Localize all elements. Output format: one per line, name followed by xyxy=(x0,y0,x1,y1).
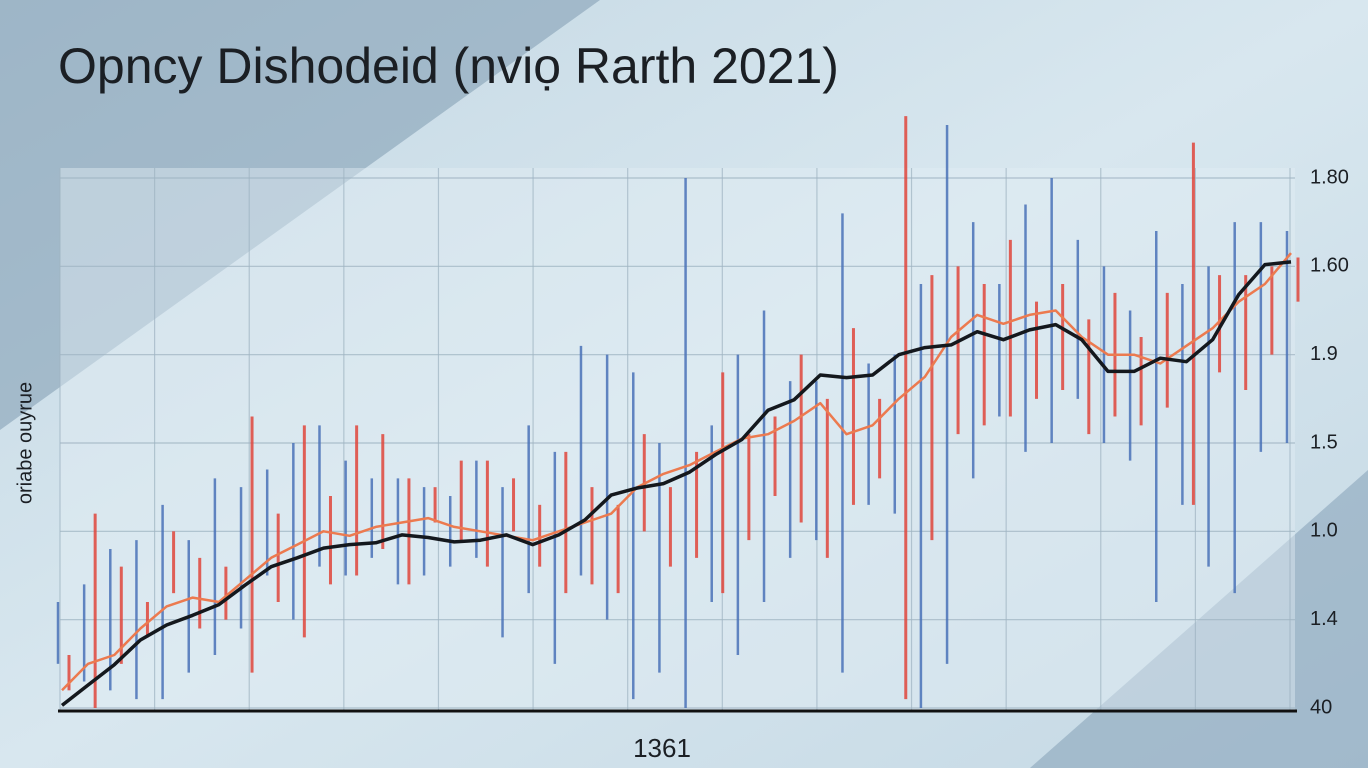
y-tick-label: 1.60 xyxy=(1310,255,1349,277)
y-tick-label: 1.5 xyxy=(1310,431,1338,453)
y-tick-label: 1.9 xyxy=(1310,343,1338,365)
marks xyxy=(56,116,1300,708)
shadow xyxy=(1030,470,1368,768)
y-tick-label: 40 xyxy=(1310,696,1332,718)
x-axis-label: 1361 xyxy=(633,733,691,763)
y-tick-label: 1.4 xyxy=(1310,608,1338,630)
y-axis-label: oriabe ouyrue xyxy=(14,382,36,504)
line xyxy=(60,260,1292,707)
line xyxy=(61,252,1292,692)
y-tick-label: 1.80 xyxy=(1310,166,1349,188)
plot-area xyxy=(60,168,1295,711)
shadow xyxy=(0,0,600,430)
y-tick-label: 1.0 xyxy=(1310,520,1338,542)
chart-title: Opncy Dishodeid (nviọ Rarth 2021) xyxy=(58,38,839,94)
